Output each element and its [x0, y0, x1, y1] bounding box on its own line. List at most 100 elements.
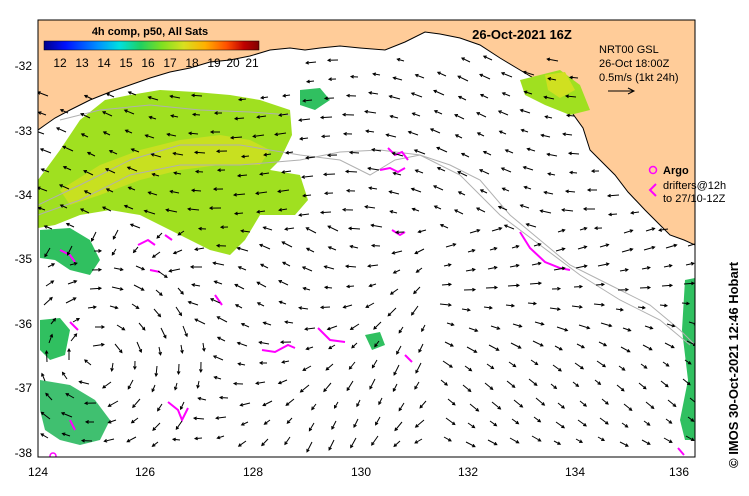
current-vector-arrow — [59, 109, 69, 114]
current-vector-arrow — [659, 303, 669, 308]
current-vector-arrow — [236, 246, 249, 252]
current-vector-arrow — [445, 243, 457, 248]
current-vector-arrow — [299, 136, 309, 141]
current-vector-arrow — [179, 401, 185, 411]
colorbar-label: 17 — [163, 56, 177, 70]
current-vector-arrow — [547, 77, 557, 81]
sst-patches — [38, 70, 695, 445]
current-vector-arrow — [575, 264, 588, 269]
current-vector-arrow — [498, 130, 507, 135]
current-vector-arrow — [483, 305, 493, 310]
colorbar-label: 12 — [53, 56, 67, 70]
current-vector-arrow — [213, 375, 222, 380]
current-vector-arrow — [433, 89, 445, 96]
current-vector-arrow — [663, 437, 673, 443]
plot-frame — [37, 19, 696, 458]
colorbar-label: 15 — [119, 56, 133, 70]
current-vector-arrow — [562, 132, 573, 137]
current-vector-arrow — [255, 191, 268, 196]
current-vector-arrow — [301, 175, 314, 179]
current-vector-arrow — [157, 270, 168, 279]
current-vector-arrow — [441, 282, 453, 287]
current-vector-arrow — [305, 247, 315, 253]
current-vector-arrow — [123, 204, 134, 210]
current-vector-arrow — [511, 244, 520, 249]
current-vector-arrow — [153, 308, 162, 318]
current-vector-arrow — [209, 298, 221, 304]
current-vector-arrow — [513, 399, 524, 408]
current-vector-arrow — [368, 186, 378, 190]
current-vector-arrow — [553, 440, 562, 445]
current-vector-arrow — [38, 186, 48, 192]
current-vector-arrow — [197, 226, 207, 231]
current-vector-arrow — [301, 266, 313, 272]
current-vector-arrow — [685, 435, 695, 442]
current-vector-arrow — [65, 222, 75, 228]
current-vector-arrow — [368, 283, 377, 288]
current-info-line: 26-Oct 18:00Z — [599, 58, 670, 70]
current-vector-arrow — [565, 113, 575, 118]
current-vector-arrow — [102, 131, 111, 136]
current-vector-arrow — [394, 421, 403, 432]
current-vector-arrow — [110, 362, 114, 372]
current-vector-arrow — [263, 152, 272, 157]
current-vector-arrow — [80, 438, 93, 443]
current-vector-arrow — [460, 152, 470, 158]
current-vector-arrow — [594, 379, 602, 386]
current-vector-arrow — [660, 380, 669, 388]
current-vector-arrow — [491, 401, 502, 410]
current-vector-arrow — [491, 227, 503, 232]
current-vector-arrow — [278, 300, 287, 305]
current-vector-arrow — [212, 187, 224, 191]
current-vector-arrow — [586, 188, 597, 192]
current-vector-arrow — [91, 231, 97, 242]
current-vector-arrow — [418, 343, 424, 354]
current-vector-arrow — [237, 362, 246, 366]
current-vector-arrow — [353, 418, 359, 429]
current-vector-arrow — [389, 114, 399, 119]
current-vector-arrow — [546, 152, 558, 157]
current-vector-arrow — [127, 186, 136, 191]
current-vector-arrow — [365, 302, 375, 308]
current-vector-arrow — [236, 173, 248, 178]
current-vector-arrow — [364, 109, 377, 114]
current-vector-arrow — [258, 361, 268, 365]
x-axis: 124 126 128 130 132 134 136 — [28, 465, 689, 479]
current-vector-arrow — [443, 436, 452, 442]
argo-legend-range: to 27/10-12Z — [663, 193, 726, 205]
current-vector-arrow — [622, 327, 632, 332]
current-vector-arrow — [531, 261, 542, 266]
current-vector-arrow — [50, 317, 57, 325]
current-vector-arrow — [197, 396, 207, 401]
current-vector-arrow — [488, 344, 500, 351]
current-vector-arrow — [60, 412, 73, 418]
current-vector-arrow — [522, 70, 535, 76]
current-vector-arrow — [192, 416, 205, 421]
current-vector-arrow — [144, 134, 155, 139]
current-vector-arrow — [532, 340, 544, 347]
current-vector-arrow — [606, 193, 620, 198]
current-vector-arrow — [489, 420, 498, 427]
current-vector-arrow — [194, 169, 204, 174]
current-vector-arrow — [177, 287, 184, 295]
current-vector-arrow — [80, 133, 89, 138]
current-vector-arrow — [148, 115, 157, 120]
current-vector-arrow — [232, 381, 244, 386]
current-vector-arrow — [484, 382, 494, 391]
colorbar-label: 21 — [245, 56, 259, 70]
current-vector-arrow — [327, 77, 337, 82]
current-vector-arrow — [561, 208, 574, 212]
current-vector-arrow — [642, 344, 653, 351]
current-vector-arrow — [304, 327, 316, 331]
current-vector-arrow — [413, 286, 421, 295]
current-vector-arrow — [274, 132, 287, 137]
current-vector-arrow — [281, 261, 291, 267]
current-vector-arrow — [279, 340, 292, 345]
current-vector-arrow — [298, 213, 310, 217]
current-vector-arrow — [577, 419, 587, 427]
current-vector-arrow — [259, 172, 270, 176]
current-vector-arrow — [682, 378, 691, 386]
current-vector-arrow — [262, 321, 272, 326]
current-vector-arrow — [219, 225, 229, 230]
current-vector-arrow — [170, 114, 179, 118]
